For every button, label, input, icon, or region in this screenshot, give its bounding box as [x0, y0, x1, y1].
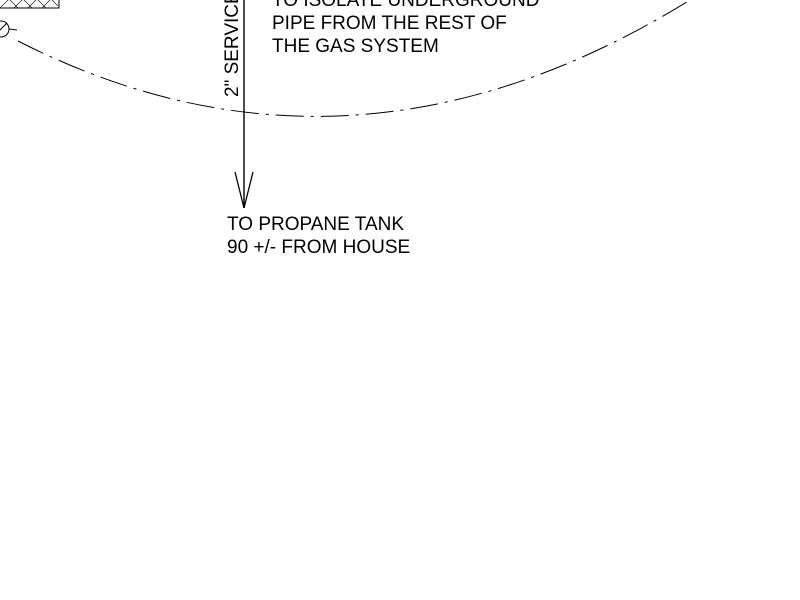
destination-note-line-2: 90 +/- FROM HOUSE: [227, 237, 410, 258]
valve-symbol: [0, 20, 18, 38]
destination-note: TO PROPANE TANK 90 +/- FROM HOUSE: [227, 214, 410, 258]
arrowhead-right: [243, 171, 254, 209]
hatched-fixture: [0, 0, 60, 9]
isolation-note-line-1: TO ISOLATE UNDERGROUND: [272, 0, 539, 11]
destination-note-line-1: TO PROPANE TANK: [227, 214, 404, 235]
service-pipe: [234, 0, 254, 209]
arrowhead-left: [234, 171, 245, 209]
dash-dot-boundary-arc: [17, 0, 691, 117]
isolation-note-line-3: THE GAS SYSTEM: [272, 36, 439, 57]
pipe-size-label: 2" SERVICE: [222, 0, 243, 97]
isolation-note-line-2: PIPE FROM THE REST OF: [272, 13, 507, 34]
isolation-note: TO ISOLATE UNDERGROUND PIPE FROM THE RES…: [272, 0, 539, 57]
